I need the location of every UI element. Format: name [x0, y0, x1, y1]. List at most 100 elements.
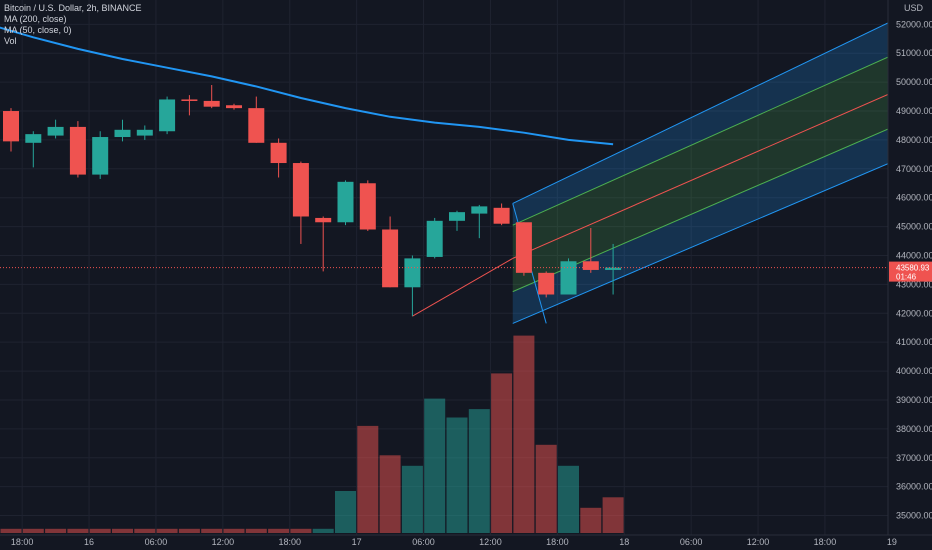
volume-bar — [580, 507, 602, 533]
candle-body — [605, 267, 622, 270]
candle-body — [270, 142, 287, 164]
candle-body — [226, 105, 242, 109]
price-tag-countdown: 01:46 — [896, 273, 917, 282]
volume-bar — [134, 528, 156, 533]
price-tick-label: 42000.00 — [896, 308, 932, 318]
time-tick-label: 18:00 — [546, 537, 569, 547]
volume-bar — [245, 528, 267, 533]
channel-inner-bottom — [512, 122, 904, 293]
volume-bar — [178, 528, 200, 533]
candle-body — [315, 217, 332, 223]
volume-bar — [223, 528, 245, 533]
volume-bar — [535, 444, 557, 533]
volume-bar — [0, 528, 22, 533]
legend-ma50[interactable]: MA (50, close, 0) — [4, 25, 72, 35]
candle-body — [248, 108, 265, 143]
time-tick-label: 12:00 — [747, 537, 770, 547]
price-tick-label: 36000.00 — [896, 482, 932, 492]
volume-bar — [558, 465, 579, 533]
candle-body — [560, 261, 577, 295]
candle-body — [92, 137, 109, 175]
candle-body — [292, 163, 309, 217]
candle-body — [359, 183, 376, 230]
price-tick-label: 48000.00 — [896, 135, 932, 145]
legend-symbol[interactable]: Bitcoin / U.S. Dollar, 2h, BINANCE — [4, 3, 142, 13]
currency-label[interactable]: USD — [904, 3, 924, 13]
candle-body — [538, 272, 555, 295]
time-tick-label: 12:00 — [212, 537, 235, 547]
volume-bar — [268, 528, 290, 533]
candle-body — [159, 99, 176, 132]
candle-body — [426, 220, 443, 257]
time-tick-label: 18:00 — [11, 537, 34, 547]
time-tick-label: 18:00 — [814, 537, 837, 547]
time-axis[interactable]: 18:00 16 06:00 12:00 18:00 17 06:00 12:00 18:00 1… — [0, 534, 932, 550]
volume-bar — [424, 398, 446, 533]
candle-body — [69, 126, 86, 175]
candle-body — [25, 134, 42, 143]
candle-body — [47, 126, 64, 136]
candle-body — [515, 222, 532, 273]
legend-ma200[interactable]: MA (200, close) — [4, 14, 67, 24]
candle-body — [114, 129, 131, 138]
price-tick-label: 52000.00 — [896, 19, 932, 29]
chart-legend: Bitcoin / U.S. Dollar, 2h, BINANCE MA (2… — [4, 3, 142, 47]
volume-bar — [201, 528, 223, 533]
moving-average — [0, 26, 614, 146]
price-tick-label: 38000.00 — [896, 424, 932, 434]
volume-bar — [379, 455, 401, 533]
price-tag[interactable] — [889, 261, 932, 282]
volume-bar — [45, 528, 67, 533]
volume-bar — [468, 409, 490, 533]
channel-outer-bottom — [512, 156, 904, 324]
volume-bars — [0, 335, 624, 533]
time-tick-label: 06:00 — [412, 537, 435, 547]
volume-bar — [22, 528, 44, 533]
channel-band-upper — [512, 15, 903, 226]
regression-channel[interactable] — [412, 15, 904, 324]
candle-body — [582, 261, 599, 270]
price-tick-label: 35000.00 — [896, 511, 932, 521]
volume-bar — [156, 528, 178, 533]
time-tick-label: 18:00 — [278, 537, 301, 547]
time-tick-label: 06:00 — [680, 537, 703, 547]
channel-base-line — [412, 257, 513, 317]
candle-body — [382, 229, 399, 288]
volume-bar — [602, 497, 624, 533]
price-tick-label: 46000.00 — [896, 193, 932, 203]
time-tick-label: 18 — [619, 537, 629, 547]
price-tick-label: 39000.00 — [896, 395, 932, 405]
volume-bar — [446, 417, 468, 533]
time-tick-label: 12:00 — [479, 537, 502, 547]
price-tick-label: 40000.00 — [896, 366, 932, 376]
volume-bar — [290, 528, 312, 533]
channel-inner-top — [512, 49, 904, 226]
volume-bar — [357, 425, 379, 533]
time-axis-bg — [0, 535, 932, 550]
channel-band-lower — [512, 122, 903, 324]
candle-body — [203, 100, 220, 107]
volume-bar — [335, 491, 356, 533]
price-axis[interactable]: USD 35000.00 36000.00 37000.00 38000.00 39000… — [887, 0, 932, 550]
volume-bar — [67, 528, 89, 533]
candle-body — [136, 129, 153, 136]
price-tick-label: 44000.00 — [896, 250, 932, 260]
candle-body — [404, 258, 421, 288]
price-tick-label: 45000.00 — [896, 222, 932, 232]
price-tick-label: 43000.00 — [896, 279, 932, 289]
candle-body — [3, 111, 19, 142]
time-tick-label: 17 — [352, 537, 362, 547]
candle-body — [471, 206, 488, 214]
price-tick-label: 50000.00 — [896, 77, 932, 87]
legend-vol[interactable]: Vol — [4, 36, 17, 46]
time-tick-label: 16 — [84, 537, 94, 547]
volume-bar — [401, 465, 423, 533]
volume-bar — [89, 528, 111, 533]
channel-outer-top — [512, 15, 904, 204]
volume-bar — [112, 528, 133, 533]
channel-mid-line — [512, 87, 904, 259]
candles — [3, 85, 622, 317]
candle-body — [493, 207, 510, 224]
price-tick-label: 49000.00 — [896, 106, 932, 116]
